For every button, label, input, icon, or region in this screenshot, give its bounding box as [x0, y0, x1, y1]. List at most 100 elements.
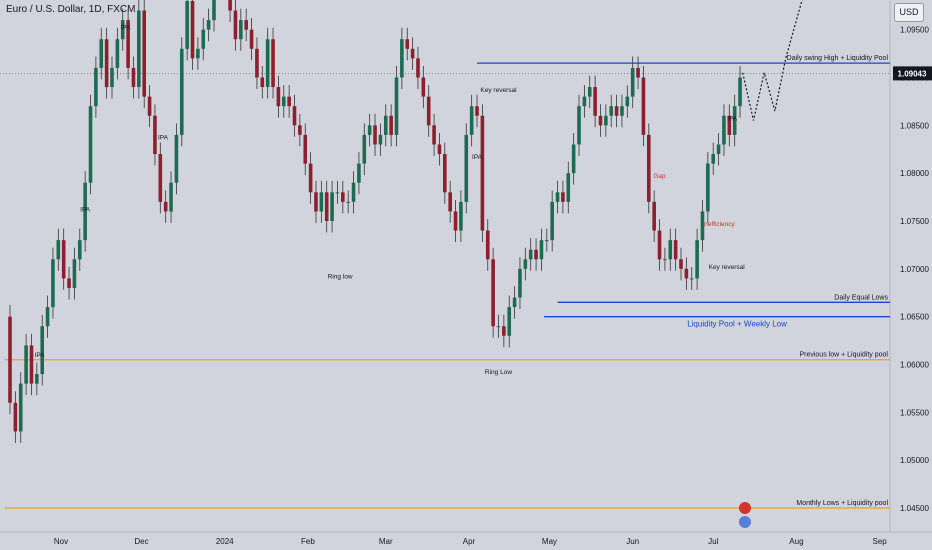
y-tick-label: 1.09500: [900, 26, 929, 35]
candle-body: [174, 134, 179, 183]
candle-body: [29, 345, 34, 384]
candle-body: [582, 96, 587, 107]
candle-body: [45, 307, 50, 327]
candle-body: [8, 316, 12, 403]
annotation-label: IPA: [80, 206, 91, 213]
candle-body: [131, 67, 136, 88]
candle-body: [153, 115, 157, 155]
y-tick-label: 1.06000: [900, 360, 929, 369]
annotation-label: IPA: [158, 135, 169, 142]
candle-body: [432, 125, 436, 145]
candle-body: [394, 77, 399, 135]
candle-body: [528, 249, 533, 260]
candle-body: [550, 201, 554, 241]
candle-body: [518, 268, 522, 298]
candle-body: [206, 20, 211, 30]
candle-body: [51, 259, 55, 308]
candle-body: [298, 125, 302, 135]
candle-body: [555, 192, 560, 202]
x-tick-label: Dec: [134, 537, 148, 546]
candle-body: [652, 201, 656, 231]
candle-body: [593, 87, 597, 116]
candle-body: [287, 96, 291, 107]
candle-body: [308, 163, 313, 193]
candle-body: [491, 259, 495, 327]
candle-body: [722, 115, 726, 145]
candle-body: [475, 106, 479, 116]
candle-body: [335, 192, 340, 194]
candle-body: [169, 182, 173, 212]
candle-body: [18, 383, 23, 432]
candle-body: [239, 20, 243, 40]
candle-body: [405, 39, 410, 49]
candle-body: [13, 402, 18, 432]
candle-body: [561, 192, 565, 202]
projection-path: [742, 0, 804, 121]
candle-body: [314, 192, 318, 212]
x-tick-label: 2024: [216, 537, 234, 546]
candle-body: [630, 67, 635, 97]
candle-body: [383, 115, 388, 135]
annotation-label: IPA: [472, 154, 483, 161]
candle-body: [367, 125, 372, 135]
candle-body: [620, 106, 624, 116]
candle-body: [534, 249, 538, 260]
candle-body: [61, 240, 66, 279]
candle-body: [255, 48, 259, 78]
candle-body: [346, 201, 350, 203]
annotation-label: Gap: [653, 173, 666, 180]
candle-body: [716, 144, 721, 155]
candle-body: [448, 192, 452, 212]
chart-title: Euro / U.S. Dollar, 1D, FXCM: [6, 4, 136, 15]
candle-body: [657, 230, 662, 260]
candle-body: [281, 96, 286, 107]
candle-body: [147, 96, 152, 116]
candle-body: [94, 67, 98, 107]
candle-body: [88, 106, 93, 183]
candle-body: [115, 39, 120, 68]
candle-body: [684, 268, 689, 279]
candle-body: [641, 77, 646, 135]
currency-button[interactable]: USD: [894, 3, 924, 22]
y-tick-label: 1.08500: [900, 121, 929, 130]
candle-body: [706, 163, 710, 212]
candle-body: [40, 326, 45, 375]
candle-body: [673, 240, 678, 260]
level-label: Daily swing High + Liquidity Pool: [787, 55, 889, 62]
candle-body: [163, 201, 168, 212]
candle-body: [400, 39, 404, 78]
candle-body: [604, 115, 608, 126]
candle-body: [67, 278, 71, 288]
y-tick-label: 1.05000: [900, 456, 929, 465]
y-tick-label: 1.07500: [900, 217, 929, 226]
x-tick-label: Feb: [301, 537, 315, 546]
candle-body: [545, 240, 549, 242]
candle-body: [566, 173, 571, 202]
candle-body: [185, 0, 189, 49]
candle-body: [732, 106, 737, 135]
candle-body: [389, 115, 393, 135]
candle-body: [469, 106, 474, 135]
candle-body: [244, 20, 248, 30]
candle-body: [711, 154, 716, 164]
x-tick-label: Jun: [626, 537, 639, 546]
candle-body: [378, 134, 383, 145]
candle-body: [126, 20, 130, 68]
candle-body: [24, 345, 28, 384]
candle-body: [464, 134, 469, 202]
candle-body: [437, 144, 442, 155]
candle-body: [137, 10, 141, 88]
candle-body: [72, 259, 77, 288]
candle-body: [77, 240, 82, 260]
candle-body: [330, 192, 334, 221]
candle-body: [341, 192, 345, 202]
x-tick-label: Jul: [708, 537, 718, 546]
candle-body: [260, 77, 265, 88]
candle-body: [646, 134, 651, 202]
x-tick-label: Mar: [379, 537, 393, 546]
candle-body: [507, 307, 512, 336]
annotation-label: Ring Low: [485, 369, 512, 376]
candle-body: [56, 240, 61, 260]
x-tick-label: Aug: [789, 537, 803, 546]
